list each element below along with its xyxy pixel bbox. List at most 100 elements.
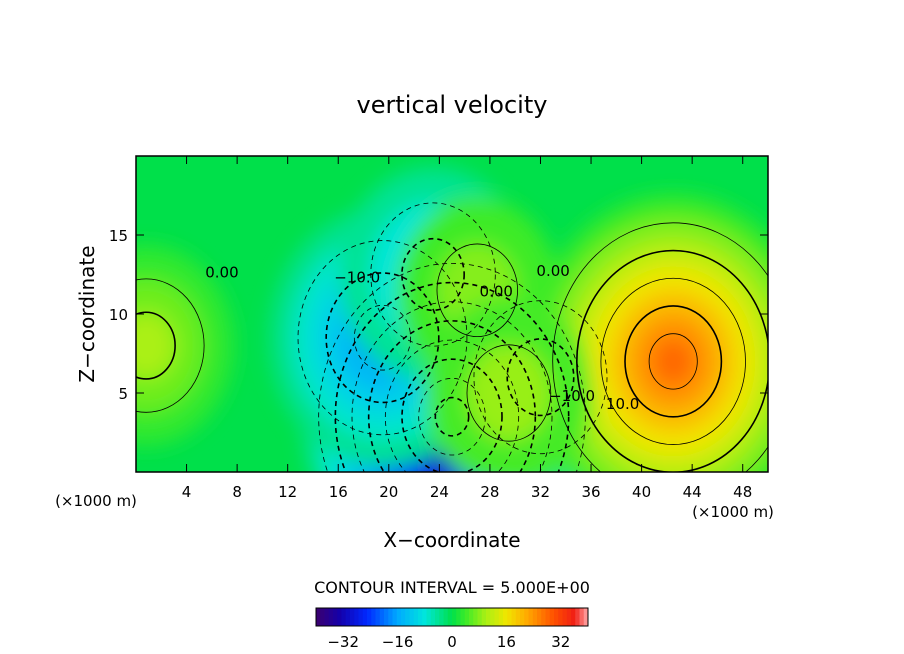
x-unit-right: (×1000 m) [692, 503, 774, 521]
y-tick-label-1: 10 [109, 306, 128, 324]
colorbar-segment-51 [532, 608, 538, 626]
colorbar-tick-label-0: −32 [327, 633, 359, 651]
colorbar-segment-56 [554, 608, 559, 626]
colorbar-segment-37 [473, 608, 478, 626]
colorbar-segment-16 [384, 608, 389, 626]
colorbar-segment-30 [443, 608, 449, 626]
colorbar-segment-24 [418, 608, 423, 626]
colorbar-segment-45 [507, 608, 512, 626]
colorbar-segment-5 [337, 608, 342, 626]
colorbar-segment-29 [439, 608, 444, 626]
colorbar-segment-35 [464, 608, 470, 626]
colorbar-tick-label-2: 0 [447, 633, 457, 651]
colorbar-segment-1 [320, 608, 325, 626]
chart-title: vertical velocity [357, 91, 548, 119]
colorbar-segment-40 [486, 608, 491, 626]
x-axis: 4 8 12 16 20 24 28 32 36 40 44 48 [182, 156, 752, 501]
field-shading [136, 167, 768, 472]
colorbar-segment-18 [392, 608, 398, 626]
x-tick-label-6: 28 [480, 483, 499, 501]
colorbar-segment-38 [477, 608, 483, 626]
colorbar-segment-55 [549, 608, 555, 626]
colorbar-segment-6 [341, 608, 347, 626]
colorbar-segment-20 [401, 608, 406, 626]
colorbar-segment-34 [460, 608, 466, 626]
x-tick-label-4: 20 [379, 483, 398, 501]
x-tick-label-2: 12 [278, 483, 297, 501]
colorbar-segment-17 [388, 608, 393, 626]
colorbar-segment-22 [409, 608, 415, 626]
colorbar-frame [315, 607, 589, 627]
contour-1-1 [325, 272, 440, 404]
contour-0-2 [351, 301, 553, 472]
contour-4-0 [552, 222, 768, 472]
colorbar-segment-53 [541, 608, 546, 626]
x-tick-label-8: 36 [581, 483, 600, 501]
colorbar-segment-3 [328, 608, 334, 626]
colorbar-segment-15 [379, 608, 385, 626]
contour-interval-label: CONTOUR INTERVAL = 5.000E+00 [314, 578, 590, 597]
colorbar-segment-44 [503, 608, 508, 626]
colorbar-tick-label-1: −16 [382, 633, 414, 651]
contour-label-0: 0.00 [205, 264, 238, 282]
colorbar-segment-59 [566, 608, 572, 626]
colorbar-segment-43 [498, 608, 504, 626]
colorbar-segment-42 [494, 608, 500, 626]
contour-4-1 [576, 249, 768, 472]
colorbar-segment-9 [354, 608, 359, 626]
plot-area: 0.00 −10.0 0.00 0.00 −10.0 10.0 [135, 155, 769, 473]
colorbar-segment-2 [324, 608, 330, 626]
colorbar-segment-19 [396, 608, 402, 626]
contour-4-4 [648, 333, 698, 390]
contour-4-2 [600, 277, 746, 445]
field-band-4-6 [652, 337, 694, 386]
contour-3-1 [506, 338, 575, 417]
y-tick-label-0: 5 [118, 385, 128, 403]
contour-0-3 [367, 320, 537, 472]
contour-label-2: 0.00 [480, 283, 513, 301]
x-axis-label: X−coordinate [383, 528, 520, 552]
field-band-7-2 [136, 312, 176, 379]
colorbar-segment-11 [362, 608, 368, 626]
x-tick-label-7: 32 [531, 483, 550, 501]
colorbar-segment-13 [371, 608, 376, 626]
colorbar-segment-32 [452, 608, 457, 626]
colorbar-segment-26 [426, 608, 432, 626]
y-axis-label: Z−coordinate [75, 245, 99, 382]
contour-label-4: −10.0 [549, 387, 595, 405]
x-tick-label-5: 24 [430, 483, 449, 501]
contour-0-5 [401, 358, 503, 472]
y-axis: 5 10 15 [109, 227, 768, 403]
colorbar-segment-7 [345, 608, 351, 626]
colorbar-segment-47 [515, 608, 521, 626]
contour-7-0 [136, 278, 205, 413]
colorbar-segment-41 [490, 608, 495, 626]
colorbar-segment-62 [579, 608, 585, 626]
y-tick-label-2: 15 [109, 227, 128, 245]
colorbar-segment-46 [511, 608, 517, 626]
colorbar-segment-33 [456, 608, 461, 626]
contour-1-2 [353, 304, 412, 371]
x-tick-label-3: 16 [329, 483, 348, 501]
colorbar-segment-12 [367, 608, 372, 626]
contour-2-1 [401, 237, 465, 312]
contour-label-3: 0.00 [536, 262, 569, 280]
colorbar-segment-48 [520, 608, 525, 626]
contour-6-0 [466, 344, 552, 442]
colorbar: −32 −16 0 16 32 [315, 607, 589, 651]
colorbar-tick-label-4: 32 [551, 633, 570, 651]
colorbar-segment-57 [558, 608, 563, 626]
colorbar-segment-49 [524, 608, 529, 626]
colorbar-segment-61 [575, 608, 580, 626]
colorbar-segment-63 [583, 608, 589, 626]
colorbar-segment-0 [316, 608, 321, 626]
x-tick-label-0: 4 [182, 483, 192, 501]
colorbar-segment-50 [528, 608, 534, 626]
x-unit-left: (×1000 m) [55, 492, 137, 510]
x-tick-label-1: 8 [232, 483, 242, 501]
field-band-6-1 [466, 344, 551, 442]
contour-5-0 [436, 243, 518, 338]
x-tick-label-9: 40 [632, 483, 651, 501]
colorbar-segment-21 [405, 608, 410, 626]
